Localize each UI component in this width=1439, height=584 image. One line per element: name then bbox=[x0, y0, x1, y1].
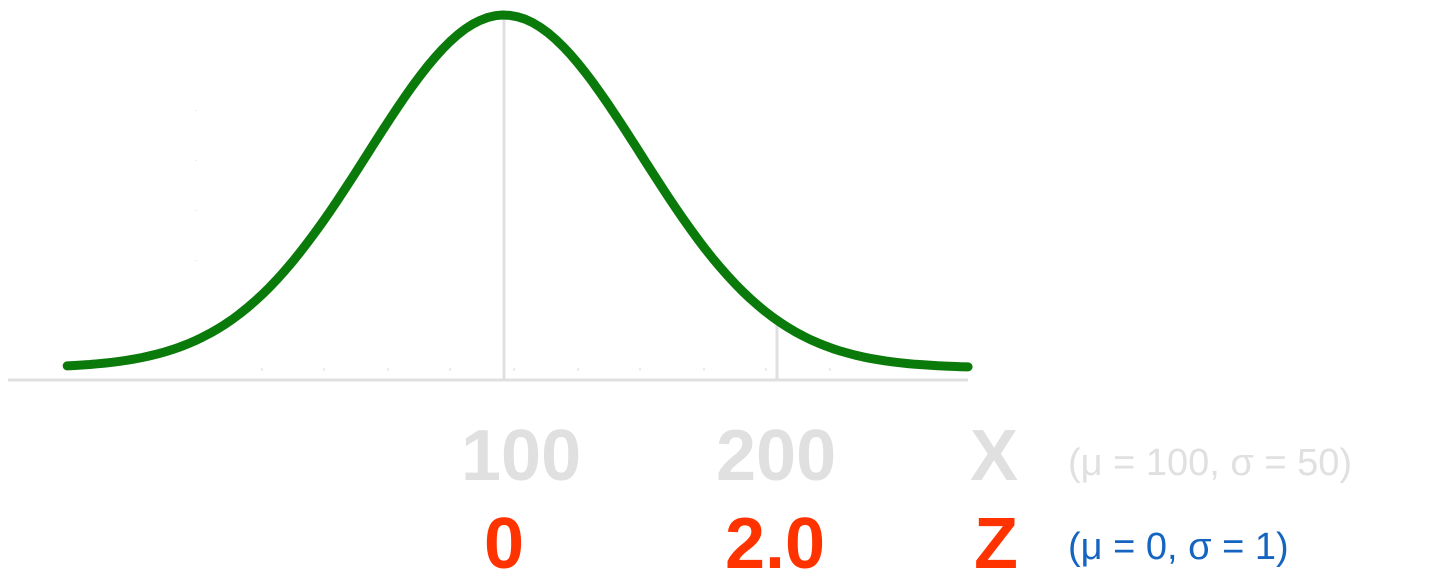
x-variable-label: X bbox=[970, 416, 1019, 496]
x-tick-label-100: 100 bbox=[461, 416, 582, 496]
z-params-label: (μ = 0, σ = 1) bbox=[1068, 526, 1289, 568]
x-tick-label-200: 200 bbox=[716, 416, 837, 496]
z-variable-label: Z bbox=[974, 504, 1018, 584]
z-tick-label-2: 2.0 bbox=[725, 504, 826, 584]
normal-curve bbox=[62, 10, 973, 372]
z-tick-label-0: 0 bbox=[484, 504, 525, 584]
x-params-label: (μ = 100, σ = 50) bbox=[1068, 442, 1353, 484]
minor-tick-marks bbox=[195, 110, 831, 371]
